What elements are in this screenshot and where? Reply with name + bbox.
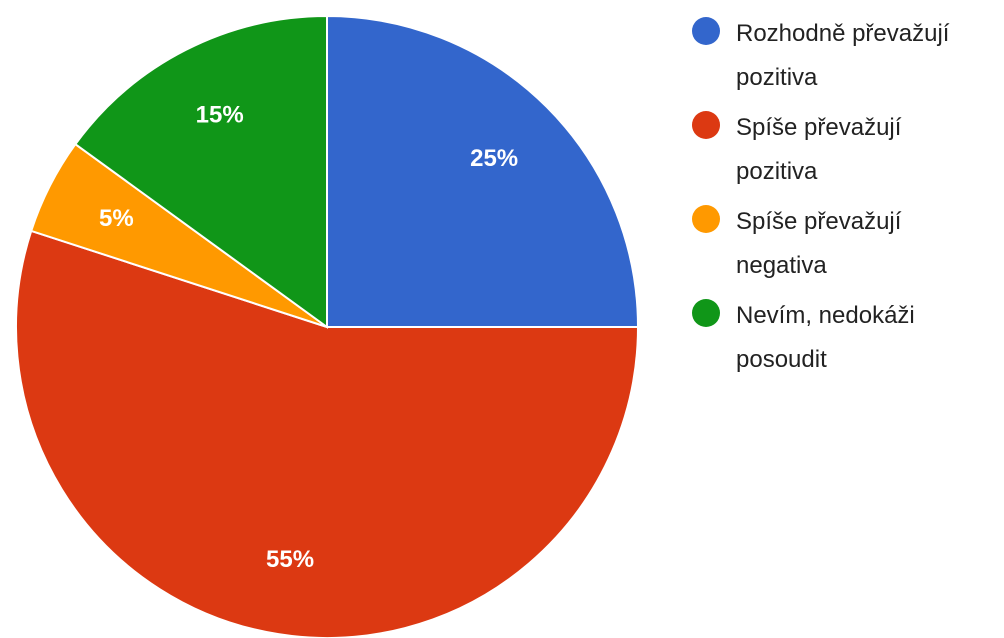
legend-marker	[692, 111, 720, 139]
legend-label: Rozhodně převažují pozitiva	[736, 20, 950, 91]
slice-label: 25%	[470, 145, 518, 172]
slice-label: 15%	[196, 102, 244, 129]
legend-item: Spíše převažují negativa	[692, 200, 992, 288]
legend-item: Spíše převažují pozitiva	[692, 106, 992, 194]
legend-label: Spíše převažují pozitiva	[736, 114, 902, 185]
legend-label: Spíše převažují negativa	[736, 208, 902, 279]
legend-item: Nevím, nedokáži posoudit	[692, 294, 992, 382]
legend: Rozhodně převažují pozitiva Spíše převažu…	[692, 12, 992, 388]
pie-slice	[15, 229, 640, 638]
legend-marker	[692, 17, 720, 45]
legend-marker	[692, 205, 720, 233]
pie-slice	[326, 14, 640, 328]
pie-area: 25% 55% 5% 15%	[15, 14, 640, 638]
legend-marker	[692, 299, 720, 327]
slice-label: 55%	[266, 546, 314, 573]
legend-label: Nevím, nedokáži posoudit	[736, 302, 915, 373]
legend-item: Rozhodně převažují pozitiva	[692, 12, 992, 100]
slice-label: 5%	[99, 205, 134, 232]
pie-slice	[73, 14, 328, 329]
